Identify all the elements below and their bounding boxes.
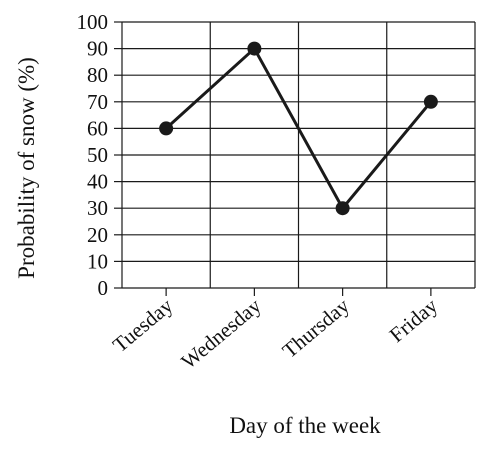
y-tick-label: 30 [87,196,108,220]
data-point [247,41,262,56]
data-point [423,94,438,109]
y-tick-label: 80 [87,63,108,87]
y-tick-label: 20 [87,223,108,247]
data-point [335,201,350,216]
y-tick-label: 90 [87,37,108,61]
y-tick-label: 50 [87,143,108,167]
y-tick-label: 60 [87,116,108,140]
y-tick-label: 70 [87,90,108,114]
y-tick-label: 100 [77,10,109,34]
y-tick-label: 10 [87,249,108,273]
data-point [159,121,174,136]
x-tick-label: Friday [385,293,443,347]
axis-layer [114,21,432,296]
x-axis-title: Day of the week [229,413,381,438]
series-layer [159,41,438,216]
series-line [165,46,433,211]
y-tick-label: 0 [98,276,109,300]
x-tick-label: Wednesday [176,293,266,374]
x-tick-label: Tuesday [108,293,178,357]
y-tick-label: 40 [87,170,108,194]
y-axis-title: Probability of snow (%) [14,57,39,279]
x-tick-label: Thursday [278,293,355,363]
grid-layer [121,21,476,289]
